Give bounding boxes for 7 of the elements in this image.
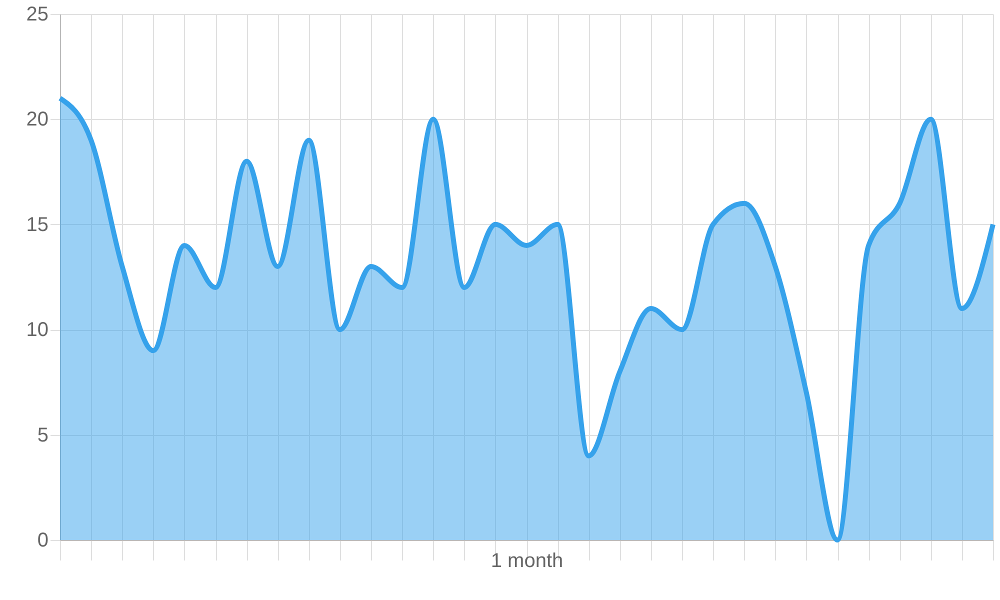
y-tick-label: 20 — [26, 108, 48, 131]
y-tick-label: 5 — [37, 424, 48, 446]
y-tick-label: 25 — [26, 4, 48, 26]
y-tick-label: 10 — [26, 319, 48, 342]
x-axis-title: 1 month — [490, 550, 564, 572]
y-tick-label: 0 — [37, 530, 48, 552]
y-tick-label: 15 — [26, 214, 48, 236]
